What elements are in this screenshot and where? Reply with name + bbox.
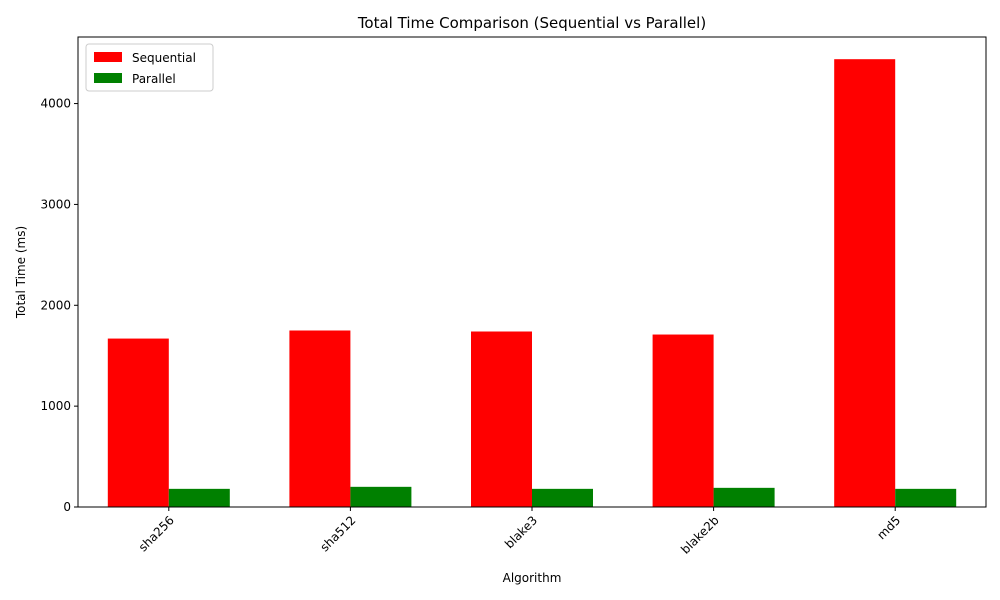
x-axis-label: Algorithm [503, 571, 562, 585]
bar-sequential-sha256 [107, 338, 169, 507]
y-tick-label: 3000 [40, 197, 71, 211]
bar-parallel-blake3 [532, 488, 593, 507]
x-tick-label: blake2b [678, 513, 721, 556]
bar-parallel-md5 [895, 488, 957, 507]
x-tick-label: md5 [874, 513, 903, 542]
bar-parallel-sha512 [350, 486, 412, 507]
x-tick-label: sha256 [136, 513, 177, 554]
bar-sequential-md5 [834, 59, 896, 507]
legend-label-sequential: Sequential [132, 51, 196, 65]
legend-label-parallel: Parallel [132, 72, 176, 86]
bar-sequential-sha512 [289, 330, 351, 507]
legend-swatch-parallel [94, 73, 122, 83]
x-tick-label: blake3 [502, 513, 540, 551]
y-tick-label: 2000 [40, 298, 71, 312]
bar-sequential-blake2b [652, 334, 714, 507]
legend-swatch-sequential [94, 52, 122, 62]
legend: Sequential Parallel [85, 43, 214, 92]
y-axis-label: Total Time (ms) [14, 226, 28, 319]
y-tick-label: 4000 [40, 97, 71, 111]
y-tick-label: 1000 [40, 399, 71, 413]
bar-sequential-blake3 [471, 331, 532, 507]
x-tick-label: sha512 [317, 513, 358, 554]
bar-parallel-blake2b [713, 487, 775, 507]
chart-title: Total Time Comparison (Sequential vs Par… [357, 14, 706, 32]
y-tick-label: 0 [63, 500, 71, 514]
bar-parallel-sha256 [168, 488, 230, 507]
bars [107, 59, 957, 507]
